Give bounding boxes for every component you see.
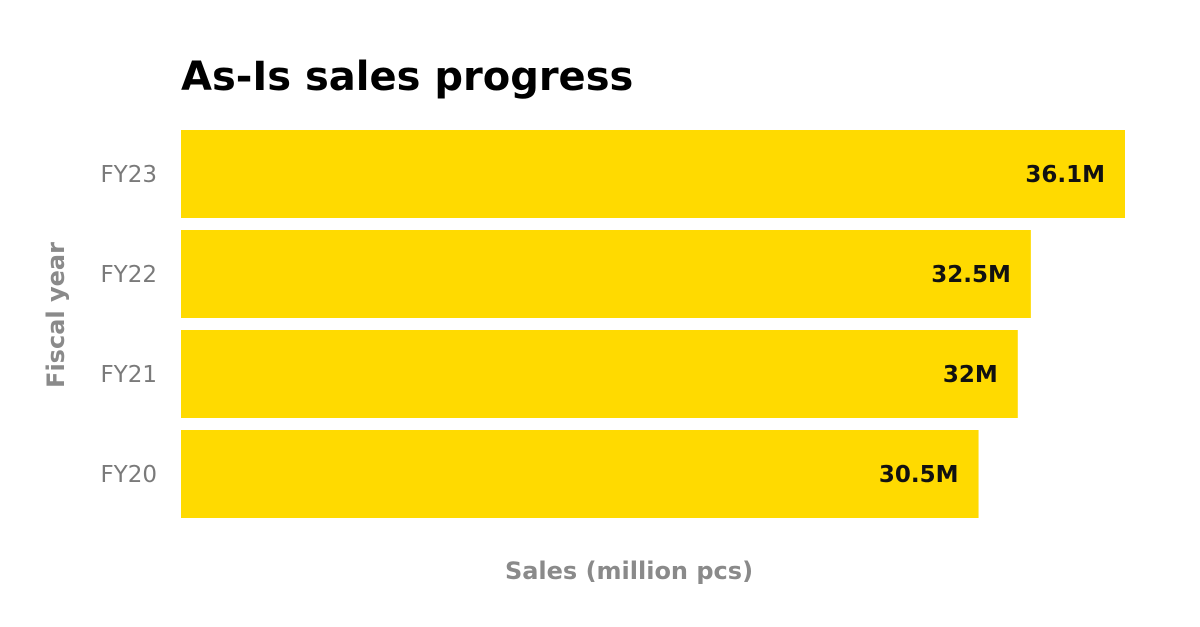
bar-fy20 [181, 430, 979, 518]
value-label-fy23: 36.1M [1025, 162, 1105, 188]
value-label-fy20: 30.5M [879, 462, 959, 488]
chart-title: As-Is sales progress [181, 54, 633, 100]
value-label-fy22: 32.5M [931, 262, 1011, 288]
value-label-fy21: 32M [943, 362, 998, 388]
category-label-fy21: FY21 [100, 362, 157, 388]
bar-fy22 [181, 230, 1031, 318]
bar-fy21 [181, 330, 1018, 418]
bars-group: FY23 36.1M FY22 32.5M FY21 32M FY20 30.5M [100, 130, 1125, 518]
bar-fy23 [181, 130, 1125, 218]
x-axis-label: Sales (million pcs) [505, 557, 753, 585]
category-label-fy20: FY20 [100, 462, 157, 488]
category-label-fy23: FY23 [100, 162, 157, 188]
category-label-fy22: FY22 [100, 262, 157, 288]
y-axis-label: Fiscal year [42, 242, 70, 388]
